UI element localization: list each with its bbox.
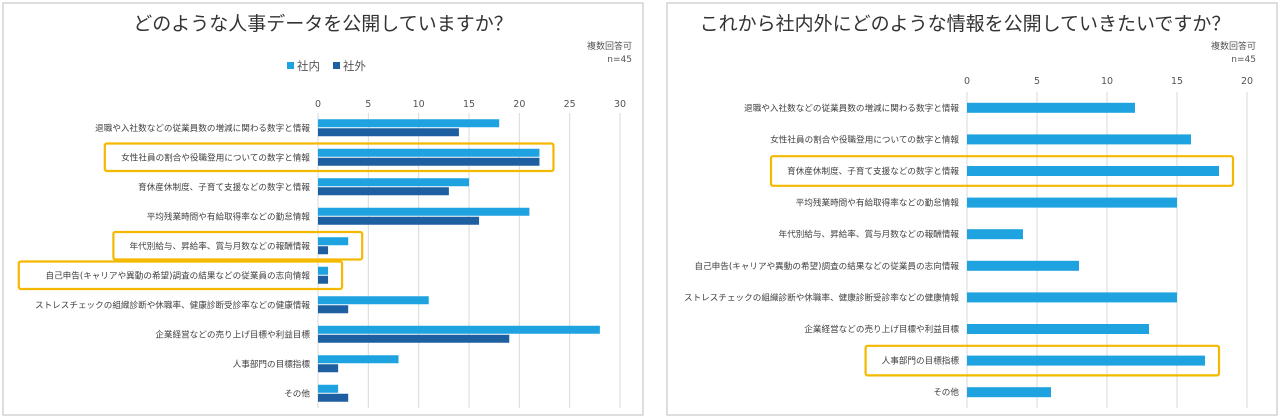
left-category-label: その他	[284, 387, 310, 399]
left-bar-outer	[318, 157, 540, 166]
right-bar	[967, 102, 1135, 113]
left-x-tick-label: 0	[315, 99, 321, 110]
left-bar-outer	[318, 334, 510, 343]
right-category-label: 育休産休制度、子育て支援などの数字と情報	[787, 165, 959, 177]
left-bar-outer	[318, 216, 480, 225]
right-x-tick-label: 10	[1101, 76, 1113, 87]
left-chart-plot: 0 5 10 15 20 25 30 退職や入社数などの従業員数の増減に関わる数字と情報女性社…	[17, 99, 626, 408]
right-highlights	[769, 155, 1235, 377]
right-x-tick-label: 5	[1034, 76, 1040, 87]
left-bar-inner	[318, 119, 500, 128]
right-category-label: 女性社員の割合や役職登用についての数字と情報	[770, 133, 959, 145]
left-bar-inner	[318, 148, 540, 157]
right-category-label: 人事部門の目標指標	[882, 355, 960, 367]
left-category-label: 平均残業時間や有給取得率などの勤怠情報	[147, 210, 311, 222]
left-category-label: 退職や入社数などの従業員数の増減に関わる数字と情報	[95, 122, 310, 134]
right-bar	[967, 134, 1191, 145]
right-bar	[967, 355, 1205, 366]
left-category-label: 育休産休制度、子育て支援などの数字と情報	[138, 181, 310, 193]
right-chart-panel: これから社内外にどのような情報を公開していきたいですか？ 複数回答可 n=45 …	[666, 2, 1278, 416]
right-category-label: ストレスチェックの組織診断や休職率、健康診断受診率などの健康情報	[684, 291, 959, 303]
left-chart-n: n=45	[607, 55, 632, 65]
left-bar-inner	[318, 266, 329, 275]
left-highlight-box	[17, 260, 344, 291]
right-category-label: 退職や入社数などの従業員数の増減に関わる数字と情報	[744, 102, 959, 114]
left-chart-legend: 社内 社外	[287, 59, 366, 73]
right-bar	[967, 229, 1023, 240]
right-x-tick-label: 15	[1171, 76, 1183, 87]
right-x-tick-label: 0	[964, 76, 970, 87]
left-bar-outer	[318, 246, 329, 255]
left-x-tick-label: 15	[463, 99, 475, 110]
left-bar-inner	[318, 237, 349, 246]
right-category-label: 平均残業時間や有給取得率などの勤怠情報	[796, 197, 960, 209]
left-bar-inner	[318, 207, 530, 216]
left-category-label: 人事部門の目標指標	[233, 358, 311, 370]
legend-label-outer: 社外	[343, 59, 366, 73]
left-bar-outer	[318, 128, 459, 137]
right-chart-plot: 0 5 10 15 20 退職や入社数などの従業員数の増減に関わる数字と情報女性社員の割合…	[684, 76, 1253, 408]
left-bar-inner	[318, 296, 429, 305]
legend-swatch-inner	[287, 62, 294, 69]
right-bar	[967, 260, 1079, 271]
right-category-label: その他	[933, 386, 959, 398]
right-highlight-box	[769, 155, 1235, 187]
left-category-label: 企業経営などの売り上げ目標や利益目標	[155, 328, 310, 340]
left-x-tick-label: 5	[365, 99, 371, 110]
left-bar-outer	[318, 187, 449, 196]
right-bar	[967, 166, 1219, 176]
left-chart-title: どのような人事データを公開していますか？	[133, 13, 512, 35]
left-bar-inner	[318, 178, 469, 187]
left-x-tick-label: 20	[513, 99, 525, 110]
right-category-label: 企業経営などの売り上げ目標や利益目標	[804, 323, 959, 335]
left-category-label: 自己申告(キャリアや異動の希望)調査の結果などの従業員の志向情報	[45, 269, 310, 281]
left-bar-inner	[318, 355, 399, 364]
left-chart-note: 複数回答可	[587, 40, 632, 52]
left-chart-panel: どのような人事データを公開していますか？ 複数回答可 n=45 社内 社外 0 5…	[2, 2, 644, 416]
left-x-tick-label: 25	[564, 99, 576, 110]
left-bar-inner	[318, 325, 600, 334]
left-highlights	[17, 142, 555, 291]
left-highlight-box	[103, 142, 555, 173]
right-category-label: 自己申告(キャリアや異動の希望)調査の結果などの従業員の志向情報	[694, 260, 959, 272]
right-bar	[967, 292, 1177, 303]
right-chart-frame	[666, 2, 1278, 416]
left-category-label: ストレスチェックの組織診断や休職率、健康診断受診率などの健康情報	[35, 299, 310, 311]
left-highlight-box	[112, 230, 364, 261]
left-bar-outer	[318, 393, 349, 402]
left-bar-outer	[318, 364, 339, 373]
right-chart-title: これから社内外にどのような情報を公開していきたいですか？	[700, 13, 1231, 35]
left-category-label: 年代別給与、昇給率、賞与月数などの報酬情報	[130, 240, 311, 252]
left-x-tick-label: 10	[413, 99, 425, 110]
right-chart-n: n=45	[1231, 55, 1256, 65]
right-x-tick-label: 20	[1241, 76, 1253, 87]
right-highlight-box	[864, 344, 1221, 377]
legend-swatch-outer	[333, 62, 340, 69]
right-bar	[967, 197, 1177, 208]
legend-label-inner: 社内	[297, 59, 320, 73]
left-x-tick-label: 30	[614, 99, 626, 110]
left-category-label: 女性社員の割合や役職登用についての数字と情報	[121, 151, 310, 163]
right-chart-note: 複数回答可	[1211, 40, 1256, 52]
right-category-label: 年代別給与、昇給率、賞与月数などの報酬情報	[779, 228, 960, 240]
left-bar-outer	[318, 305, 349, 314]
left-bar-outer	[318, 275, 329, 284]
left-bar-inner	[318, 384, 339, 393]
right-bar	[967, 387, 1051, 398]
right-bar	[967, 324, 1149, 334]
